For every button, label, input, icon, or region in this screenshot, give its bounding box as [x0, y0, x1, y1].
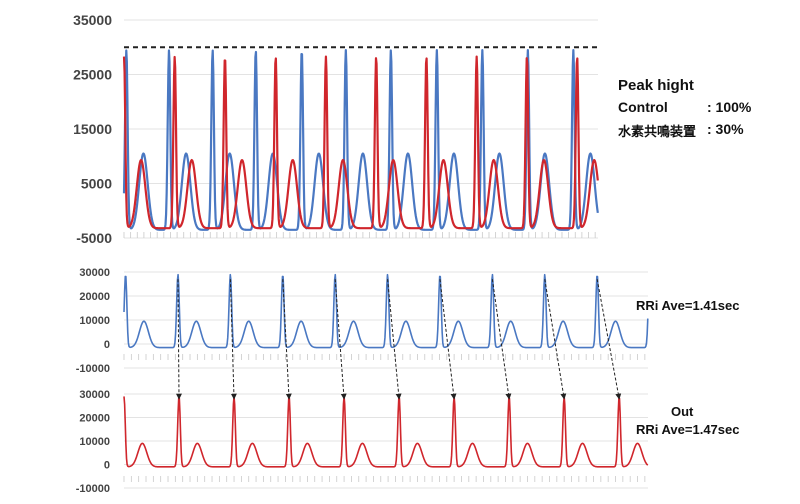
rr-connector-arrow [387, 279, 402, 400]
y-tick-label: 10000 [79, 436, 110, 448]
y-tick-label: 10000 [79, 315, 110, 327]
rr-connector-arrow [439, 279, 457, 400]
y-tick-label: 35000 [73, 12, 112, 28]
y-tick-label: -10000 [76, 363, 110, 375]
control-rri-trace [123, 273, 649, 349]
y-tick-label: 20000 [79, 412, 110, 424]
y-tick-label: 0 [104, 459, 110, 471]
device-rri-chart: 30000 20000 10000 0 -10000 [76, 389, 649, 495]
y-tick-label: 30000 [79, 267, 110, 279]
y-tick-label: 15000 [73, 121, 112, 137]
rr-connector-arrow [334, 279, 347, 400]
y-tick-label: 30000 [79, 389, 110, 401]
rr-interval-connectors [175, 279, 622, 400]
control-trace [122, 48, 599, 231]
rr-connector-arrow [596, 279, 622, 400]
device-value: : 30% [707, 121, 744, 137]
y-tick-label: 25000 [73, 66, 112, 82]
device-trace [122, 55, 599, 230]
y-tick-label: 5000 [81, 175, 112, 191]
rr-connector-arrow [544, 279, 567, 400]
control-label: Control [618, 99, 668, 115]
y-tick-label: -10000 [76, 483, 110, 495]
control-rri-label: RRi Ave=1.41sec [636, 298, 740, 313]
device-rri-trace [123, 395, 649, 468]
out-label: Out [671, 404, 694, 419]
y-tick-label: -5000 [76, 230, 112, 246]
device-label: 水素共鳴装置 [618, 124, 697, 139]
peak-height-title: Peak hight [618, 77, 694, 94]
control-rri-chart: 30000 20000 10000 0 -10000 [76, 267, 649, 375]
rr-connector-arrow [491, 279, 512, 400]
control-value: : 100% [707, 99, 752, 115]
y-tick-label: 20000 [79, 291, 110, 303]
y-tick-label: 0 [104, 339, 110, 351]
device-rri-label: RRi Ave=1.47sec [636, 422, 740, 437]
peak-height-chart: 35000 25000 15000 5000 -5000 [73, 12, 599, 246]
